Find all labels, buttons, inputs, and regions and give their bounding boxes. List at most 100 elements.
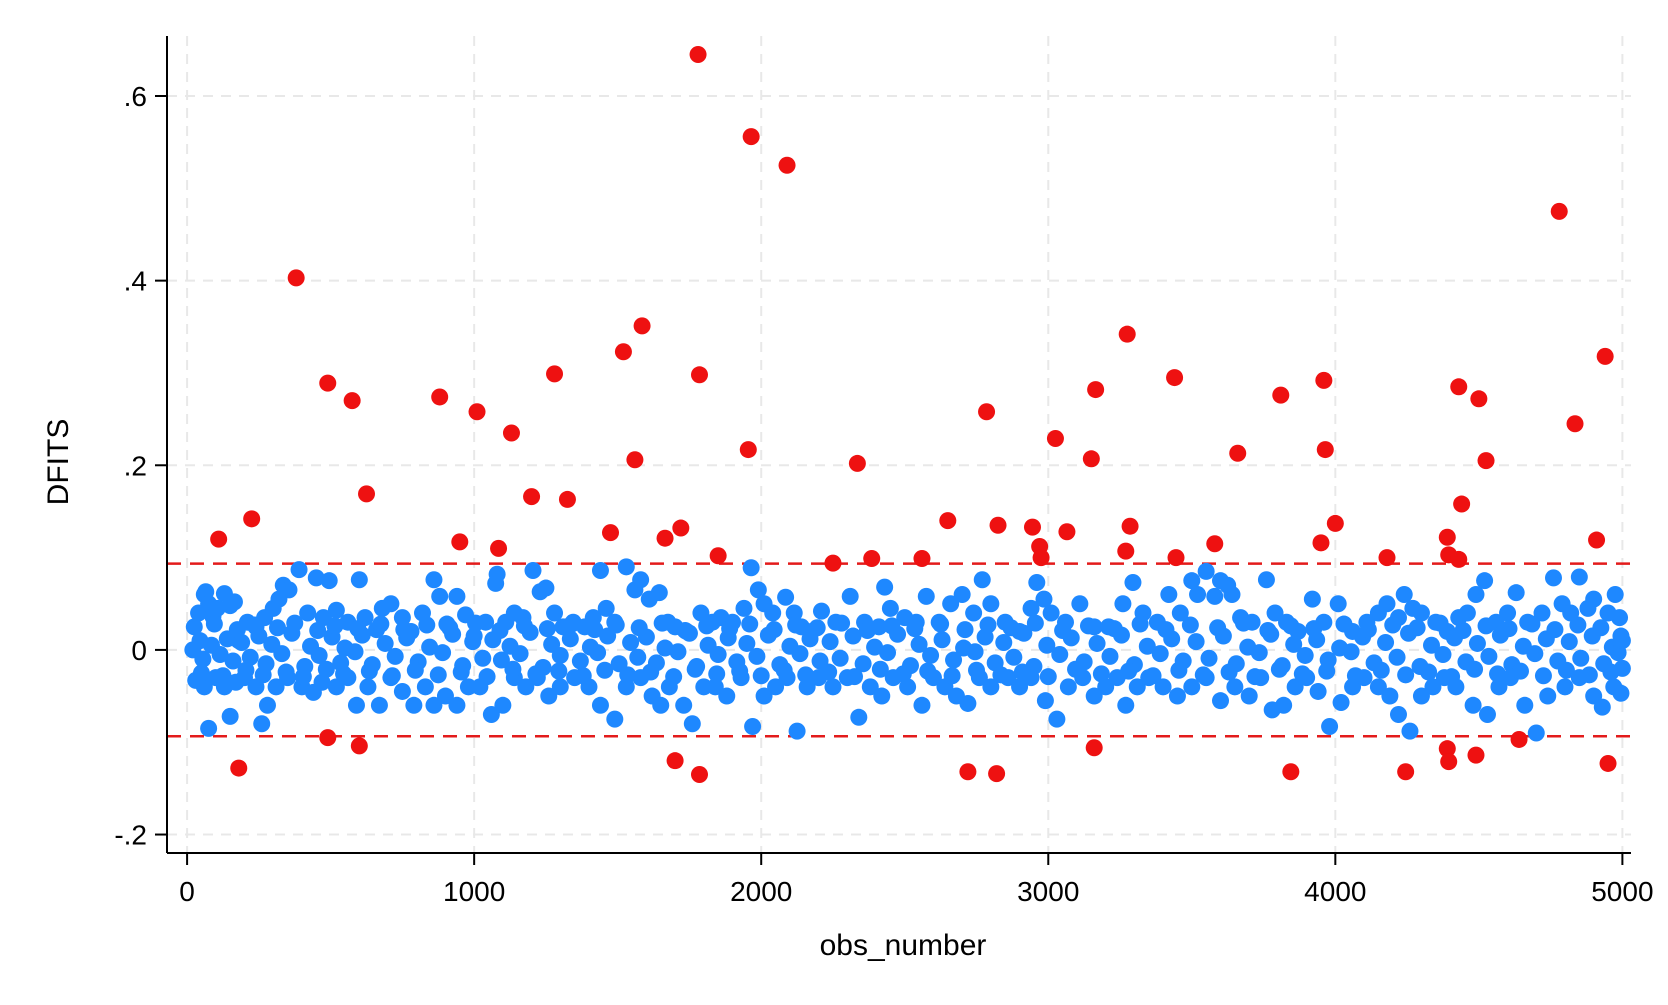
data-point <box>953 586 971 604</box>
data-point <box>596 661 614 679</box>
data-point <box>416 678 434 696</box>
data-point <box>1572 649 1590 667</box>
data-point <box>436 687 454 705</box>
data-point <box>765 621 783 639</box>
data-point <box>515 617 533 635</box>
data-point <box>1124 574 1142 592</box>
data-point <box>1212 692 1230 710</box>
data-point <box>607 616 625 634</box>
outlier-point <box>1566 415 1584 433</box>
data-point <box>537 579 555 597</box>
data-point <box>1377 634 1395 652</box>
data-point <box>698 617 716 635</box>
data-point <box>1401 722 1419 740</box>
data-point <box>551 678 569 696</box>
data-point <box>1088 634 1106 652</box>
outlier-point <box>656 529 674 547</box>
data-point <box>1101 647 1119 665</box>
data-point <box>1523 615 1541 633</box>
data-point <box>1197 562 1215 580</box>
data-point <box>1120 662 1138 680</box>
data-point <box>1305 620 1323 638</box>
outlier-point <box>690 766 708 784</box>
data-point <box>1200 649 1218 667</box>
data-point <box>1592 619 1610 637</box>
x-tick-label: 5000 <box>1591 876 1653 907</box>
data-point <box>372 615 390 633</box>
data-point <box>982 678 1000 696</box>
x-axis-title: obs_number <box>820 929 987 962</box>
data-point <box>1035 590 1053 608</box>
data-point <box>1114 595 1132 613</box>
x-tick-label: 2000 <box>730 876 792 907</box>
outlier-point <box>1166 369 1184 387</box>
data-point <box>968 661 986 679</box>
data-point <box>1388 648 1406 666</box>
data-point <box>1458 604 1476 622</box>
data-point <box>1346 667 1364 685</box>
outlier-point <box>1085 739 1103 757</box>
data-point <box>1500 620 1518 638</box>
data-point <box>821 633 839 651</box>
data-point <box>1546 621 1564 639</box>
data-point <box>1117 696 1135 714</box>
data-point <box>861 678 879 696</box>
data-point <box>386 647 404 665</box>
outlier-point <box>558 490 576 508</box>
data-point <box>326 617 344 635</box>
data-point <box>309 622 327 640</box>
data-point <box>1059 678 1077 696</box>
data-point <box>1468 634 1486 652</box>
outlier-point <box>1121 517 1139 535</box>
outlier-point <box>1470 390 1488 408</box>
data-point <box>1022 599 1040 617</box>
data-point <box>1187 633 1205 651</box>
data-point <box>1039 668 1057 686</box>
data-point <box>194 650 212 668</box>
data-point <box>899 678 917 696</box>
data-point <box>1085 687 1103 705</box>
data-point <box>1303 590 1321 608</box>
data-point <box>708 665 726 683</box>
data-point <box>1259 622 1277 640</box>
data-point <box>669 643 687 661</box>
data-point <box>517 678 535 696</box>
data-point <box>395 621 413 639</box>
data-point <box>767 678 785 696</box>
data-point <box>632 571 650 589</box>
data-point <box>1454 622 1472 640</box>
data-point <box>425 571 443 589</box>
data-point <box>1048 710 1066 728</box>
data-point <box>1144 667 1162 685</box>
outlier-point <box>287 269 305 287</box>
data-point <box>254 666 272 684</box>
data-point <box>1266 604 1284 622</box>
data-point <box>349 620 367 638</box>
data-point <box>1296 646 1314 664</box>
outlier-point <box>709 547 727 565</box>
data-point <box>1181 616 1199 634</box>
data-point <box>617 558 635 576</box>
data-point <box>434 644 452 662</box>
axes <box>155 36 1631 865</box>
outlier-point <box>1550 202 1568 220</box>
data-point <box>1170 661 1188 679</box>
data-point <box>973 571 991 589</box>
data-point <box>1257 571 1275 589</box>
data-point <box>1071 595 1089 613</box>
outlier-point <box>614 343 632 361</box>
outlier-point <box>350 737 368 755</box>
outlier-point <box>523 488 541 506</box>
data-point <box>1005 648 1023 666</box>
data-point <box>1602 663 1620 681</box>
data-point <box>1286 678 1304 696</box>
data-point <box>1079 617 1097 635</box>
data-point <box>966 643 984 661</box>
data-point <box>1209 619 1227 637</box>
data-point <box>791 645 809 663</box>
data-point <box>1395 586 1413 604</box>
outlier-point <box>1315 371 1333 389</box>
outlier-point <box>1312 534 1330 552</box>
data-point <box>606 710 624 728</box>
